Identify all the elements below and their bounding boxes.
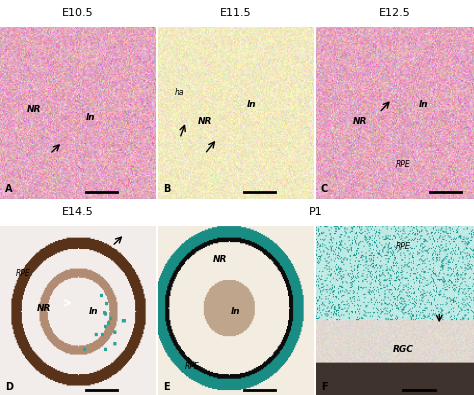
Text: RGC: RGC (392, 345, 413, 354)
Text: P1: P1 (309, 207, 323, 217)
Text: NR: NR (36, 303, 51, 312)
Text: C: C (321, 184, 328, 194)
Text: E10.5: E10.5 (62, 8, 94, 19)
Text: NR: NR (353, 117, 367, 126)
Text: ln: ln (231, 307, 241, 316)
Text: RPE: RPE (185, 362, 200, 371)
Text: E: E (163, 382, 169, 392)
Text: NR: NR (198, 117, 212, 126)
Text: ln: ln (85, 113, 95, 122)
Text: E12.5: E12.5 (379, 8, 411, 19)
Text: E14.5: E14.5 (62, 207, 94, 217)
Text: ln: ln (419, 100, 428, 109)
Text: D: D (5, 382, 13, 392)
Text: B: B (163, 184, 170, 194)
Text: NR: NR (27, 105, 41, 114)
Text: E11.5: E11.5 (220, 8, 252, 19)
Text: RPE: RPE (395, 242, 410, 251)
Text: RPE: RPE (16, 269, 31, 278)
Text: F: F (321, 382, 328, 392)
Text: NR: NR (213, 256, 228, 264)
Text: ln: ln (246, 100, 256, 109)
Text: ha: ha (175, 88, 184, 97)
Text: ln: ln (89, 307, 98, 316)
Text: A: A (5, 184, 12, 194)
Text: RPE: RPE (395, 160, 410, 169)
